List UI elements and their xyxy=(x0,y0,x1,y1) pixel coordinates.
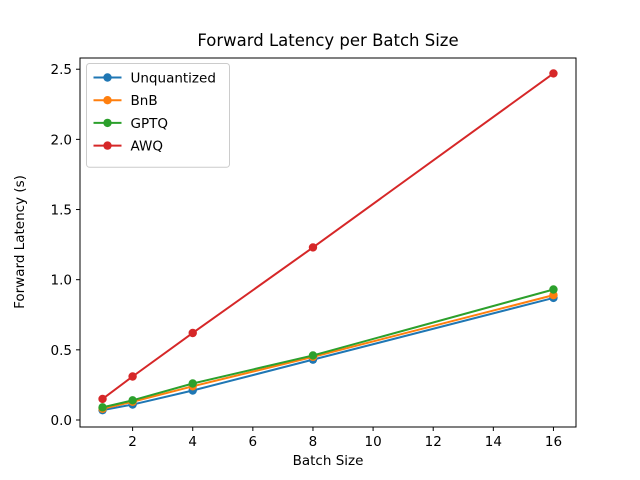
legend-marker-unquantized xyxy=(103,73,112,82)
x-tick-label: 16 xyxy=(545,434,562,450)
data-point-awq xyxy=(308,243,318,252)
legend-marker-gptq xyxy=(103,118,112,128)
data-point-gptq xyxy=(128,396,137,405)
data-point-awq xyxy=(549,69,558,78)
y-tick-label: 0.0 xyxy=(51,413,72,429)
data-point-awq xyxy=(98,394,107,404)
legend-label-bnb: BnB xyxy=(131,93,158,109)
series-line-unquantized xyxy=(102,296,554,412)
y-tick-label: 2.0 xyxy=(51,132,72,148)
y-tick-label: 1.5 xyxy=(51,203,72,219)
data-point-awq xyxy=(188,328,197,338)
legend-marker-bnb xyxy=(103,96,112,105)
legend-box xyxy=(86,63,230,168)
x-tick-label: 4 xyxy=(188,434,197,450)
x-tick-label: 6 xyxy=(249,434,258,450)
y-tick-label: 2.5 xyxy=(51,62,72,78)
chart-title: Forward Latency per Batch Size xyxy=(197,31,458,50)
x-tick-label: 2 xyxy=(128,434,137,450)
plot-area: 2 4 6 8 10 12 14 16 0.0 0.5 1.0 1.5 2.0 2.5 Unquantize… xyxy=(51,57,577,450)
x-tick-label: 8 xyxy=(309,434,318,450)
data-point-gptq xyxy=(98,403,107,412)
data-point-awq xyxy=(128,372,137,381)
legend-marker-awq xyxy=(103,141,112,150)
x-axis-label: Batch Size xyxy=(293,453,364,469)
x-tick-label: 12 xyxy=(425,434,442,450)
legend-label-awq: AWQ xyxy=(131,139,163,155)
y-tick-label: 1.0 xyxy=(51,273,72,289)
y-tick-label: 0.5 xyxy=(51,343,72,359)
axes-frame xyxy=(79,57,577,428)
legend-label-gptq: GPTQ xyxy=(131,116,168,132)
x-tick-label: 14 xyxy=(485,434,502,450)
data-point-gptq xyxy=(188,379,197,388)
data-point-gptq xyxy=(549,285,558,294)
x-tick-label: 10 xyxy=(364,434,381,450)
y-axis-label: Forward Latency (s) xyxy=(12,175,28,309)
data-point-gptq xyxy=(308,351,318,360)
legend-label-unquantized: Unquantized xyxy=(131,71,216,87)
